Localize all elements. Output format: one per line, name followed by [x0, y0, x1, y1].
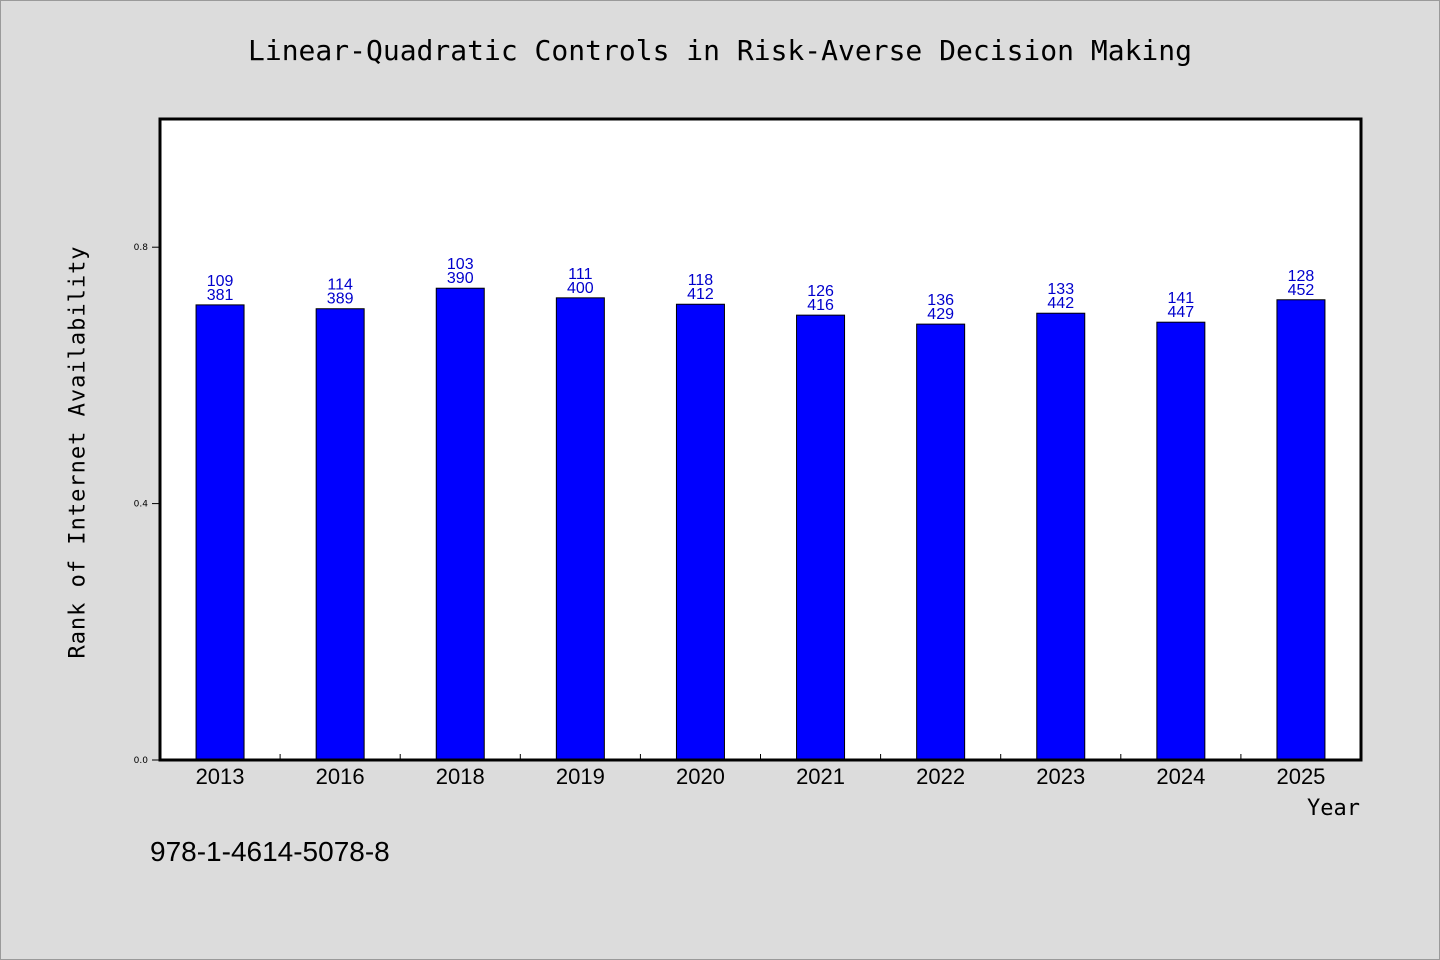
bar-2022	[916, 323, 966, 761]
bar-2025	[1276, 299, 1326, 761]
data-label-top-2020: 118	[688, 272, 714, 289]
plot-border	[158, 117, 1363, 762]
data-label-top-2018: 103	[447, 256, 474, 273]
bar-2024	[1156, 321, 1206, 761]
bar-2020	[675, 303, 725, 761]
data-label-top-2019: 111	[568, 266, 592, 283]
x-tick-label-2023: 2023	[1036, 764, 1085, 789]
x-tick-label-2019: 2019	[556, 764, 605, 789]
x-tick-label-2022: 2022	[916, 764, 965, 789]
data-label-bottom-2021: 416	[807, 297, 834, 314]
y-tick-label: 0.4	[134, 500, 149, 510]
data-label-bottom-2025: 452	[1288, 282, 1315, 299]
data-label-bottom-2024: 447	[1167, 304, 1194, 321]
chart-title: Linear-Quadratic Controls in Risk-Averse…	[247, 34, 1192, 67]
bar-2013	[195, 304, 245, 761]
data-label-top-2025: 128	[1288, 268, 1315, 285]
y-tick-label: 0.8	[134, 243, 149, 253]
x-tick-label-2018: 2018	[436, 764, 485, 789]
x-tick-label-2016: 2016	[316, 764, 365, 789]
data-label-top-2022: 136	[927, 292, 954, 309]
data-label-top-2016: 114	[327, 277, 353, 294]
x-tick-label-2024: 2024	[1156, 764, 1205, 789]
x-tick-label-2025: 2025	[1276, 764, 1325, 789]
bar-2023	[1036, 312, 1086, 761]
data-label-top-2024: 141	[1167, 290, 1194, 307]
data-label-top-2023: 133	[1047, 281, 1074, 298]
data-label-bottom-2019: 400	[567, 280, 594, 297]
x-tick-label-2020: 2020	[676, 764, 725, 789]
x-tick-label-2021: 2021	[796, 764, 845, 789]
data-label-bottom-2016: 389	[327, 291, 354, 308]
data-label-bottom-2020: 412	[687, 286, 714, 303]
axis-layer: 2013 2016 2018 2019 2020 2021 2022 2023 2024 2025…	[134, 243, 1326, 789]
bars-layer	[195, 287, 1326, 761]
bar-2018	[435, 287, 485, 761]
data-label-top-2021: 126	[807, 283, 834, 300]
data-label-bottom-2018: 390	[447, 270, 474, 287]
data-label-bottom-2023: 442	[1047, 295, 1074, 312]
x-axis-label: Year	[1307, 796, 1360, 821]
data-label-bottom-2013: 381	[207, 287, 234, 304]
bar-2016	[315, 308, 365, 761]
bar-2019	[555, 297, 605, 761]
y-tick-label: 0.0	[134, 756, 149, 766]
data-label-bottom-2022: 429	[927, 306, 954, 323]
data-label-top-2013: 109	[207, 273, 234, 290]
isbn-code: 978-1-4614-5078-8	[150, 836, 390, 867]
x-tick-label-2013: 2013	[196, 764, 245, 789]
bar-2021	[796, 314, 846, 761]
